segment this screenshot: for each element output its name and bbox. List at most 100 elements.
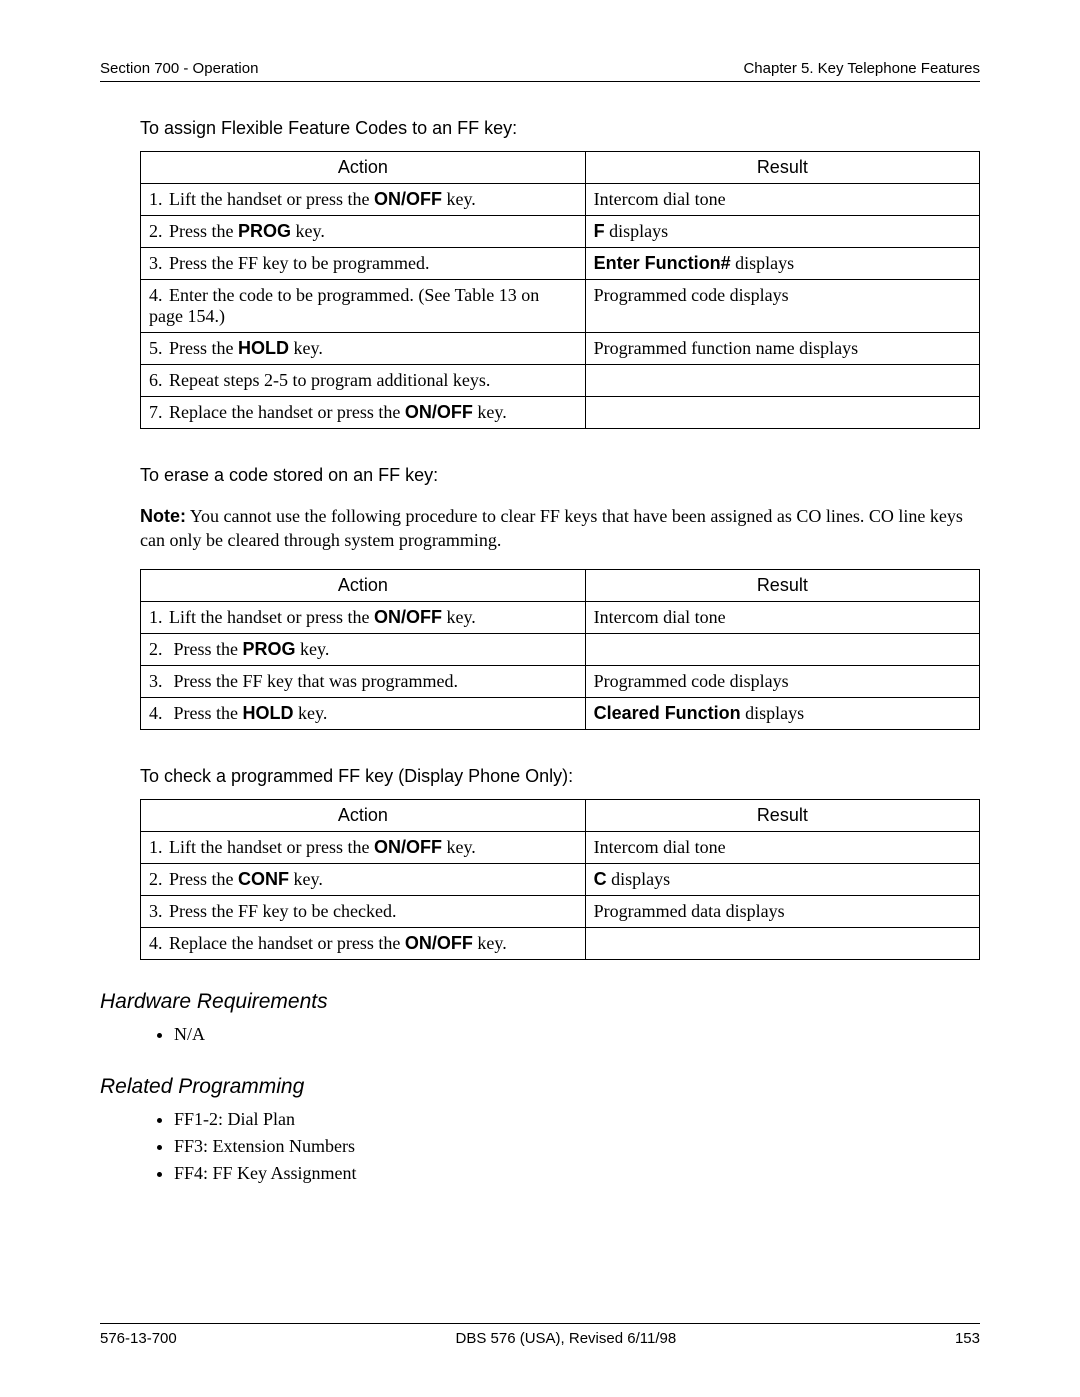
page-header: Section 700 - Operation Chapter 5. Key T… [100, 60, 980, 82]
action-cell: 6.Repeat steps 2-5 to program additional… [141, 365, 586, 397]
action-cell: 1.Lift the handset or press the ON/OFF k… [141, 184, 586, 216]
action-cell: 3.Press the FF key to be checked. [141, 895, 586, 927]
keycap: HOLD [238, 338, 289, 358]
table1-body: 1.Lift the handset or press the ON/OFF k… [141, 184, 980, 429]
table-row: 1.Lift the handset or press the ON/OFF k… [141, 831, 980, 863]
result-cell: Programmed data displays [585, 895, 979, 927]
result-cell: Intercom dial tone [585, 601, 979, 633]
keycap: CONF [238, 869, 289, 889]
col-result: Result [585, 799, 979, 831]
action-pre: Press the [169, 639, 243, 659]
result-post: displays [605, 221, 669, 241]
table-row: 3.Press the FF key to be checked. Program… [141, 895, 980, 927]
action-pre: Replace the handset or press the [169, 933, 405, 953]
keycap: ON/OFF [374, 189, 442, 209]
action-pre: Lift the handset or press the [169, 607, 374, 627]
section1-heading: To assign Flexible Feature Codes to an F… [140, 118, 980, 139]
result-post: displays [731, 253, 795, 273]
display-text: Enter Function# [594, 253, 731, 273]
section2-heading: To erase a code stored on an FF key: [140, 465, 980, 486]
step-number: 3. [149, 901, 169, 922]
result-cell: Programmed code displays [585, 665, 979, 697]
result-cell: Enter Function# displays [585, 248, 979, 280]
keycap: PROG [243, 639, 296, 659]
action-post: key. [442, 607, 476, 627]
action-cell: 4.Enter the code to be programmed. (See … [141, 280, 586, 333]
step-text: Enter the code to be programmed. (See Ta… [149, 285, 539, 326]
result-cell [585, 397, 979, 429]
col-result: Result [585, 152, 979, 184]
col-action: Action [141, 569, 586, 601]
keycap: ON/OFF [374, 607, 442, 627]
result-cell: Intercom dial tone [585, 184, 979, 216]
result-cell: Intercom dial tone [585, 831, 979, 863]
section3-heading: To check a programmed FF key (Display Ph… [140, 766, 980, 787]
action-cell: 7.Replace the handset or press the ON/OF… [141, 397, 586, 429]
keycap: ON/OFF [405, 933, 473, 953]
hardware-req-heading: Hardware Requirements [100, 990, 980, 1014]
step-number: 1. [149, 189, 169, 210]
result-pre: Programmed code displays [594, 285, 789, 305]
footer-left: 576-13-700 [100, 1330, 177, 1347]
step-text: Replace the handset or press the ON/OFF … [169, 402, 507, 422]
step-text: Lift the handset or press the ON/OFF key… [169, 189, 476, 209]
result-cell: Programmed code displays [585, 280, 979, 333]
footer-right: 153 [955, 1330, 980, 1347]
list-item: FF4: FF Key Assignment [174, 1163, 980, 1184]
result-cell [585, 365, 979, 397]
list-item: FF3: Extension Numbers [174, 1136, 980, 1157]
table3-body: 1.Lift the handset or press the ON/OFF k… [141, 831, 980, 959]
action-pre: Press the [169, 703, 243, 723]
display-text: C [594, 869, 607, 889]
step-text: Lift the handset or press the ON/OFF key… [169, 837, 476, 857]
step-number: 2. [149, 869, 169, 890]
step-text: Press the FF key to be programmed. [169, 253, 429, 273]
col-result: Result [585, 569, 979, 601]
step-text: Press the FF key to be checked. [169, 901, 396, 921]
result-pre: Intercom dial tone [594, 607, 726, 627]
action-pre: Repeat steps 2-5 to program additional k… [169, 370, 490, 390]
action-cell: 4.Replace the handset or press the ON/OF… [141, 927, 586, 959]
hardware-list: N/A [140, 1024, 980, 1045]
result-pre: Intercom dial tone [594, 837, 726, 857]
step-text: Lift the handset or press the ON/OFF key… [169, 607, 476, 627]
step-number: 1. [149, 837, 169, 858]
related-prog-heading: Related Programming [100, 1075, 980, 1099]
header-right: Chapter 5. Key Telephone Features [743, 60, 980, 77]
action-post: key. [473, 933, 507, 953]
step-number: 2. [149, 221, 169, 242]
action-cell: 1.Lift the handset or press the ON/OFF k… [141, 831, 586, 863]
table2-body: 1.Lift the handset or press the ON/OFF k… [141, 601, 980, 729]
table-row: 2.Press the PROG key.F displays [141, 216, 980, 248]
table-row: 1.Lift the handset or press the ON/OFF k… [141, 601, 980, 633]
table-row: 4.Enter the code to be programmed. (See … [141, 280, 980, 333]
action-post: key. [289, 869, 323, 889]
result-pre: Programmed data displays [594, 901, 785, 921]
note-block: Note: You cannot use the following proce… [140, 504, 980, 553]
step-number: 4. [149, 285, 169, 306]
result-pre: Programmed function name displays [594, 338, 858, 358]
result-cell: C displays [585, 863, 979, 895]
action-cell: 2.Press the PROG key. [141, 216, 586, 248]
action-pre: Press the FF key that was programmed. [169, 671, 458, 691]
action-post: key. [291, 221, 325, 241]
step-text: Press the PROG key. [169, 221, 325, 241]
result-cell [585, 633, 979, 665]
col-action: Action [141, 799, 586, 831]
action-pre: Press the FF key to be checked. [169, 901, 396, 921]
table-check-ff: Action Result 1.Lift the handset or pres… [140, 799, 980, 960]
table-row: 6.Repeat steps 2-5 to program additional… [141, 365, 980, 397]
step-number: 3. [149, 671, 169, 692]
table-row: 2.Press the CONF key. C displays [141, 863, 980, 895]
step-text: Press the CONF key. [169, 869, 323, 889]
keycap: ON/OFF [405, 402, 473, 422]
table-assign-ff: Action Result 1.Lift the handset or pres… [140, 151, 980, 429]
result-cell: Programmed function name displays [585, 333, 979, 365]
table-row: 4. Press the HOLD key.Cleared Function d… [141, 697, 980, 729]
step-number: 3. [149, 253, 169, 274]
table-row: 4.Replace the handset or press the ON/OF… [141, 927, 980, 959]
step-text: Replace the handset or press the ON/OFF … [169, 933, 507, 953]
step-number: 4. [149, 703, 169, 724]
table-row: 5.Press the HOLD key.Programmed function… [141, 333, 980, 365]
keycap: PROG [238, 221, 291, 241]
